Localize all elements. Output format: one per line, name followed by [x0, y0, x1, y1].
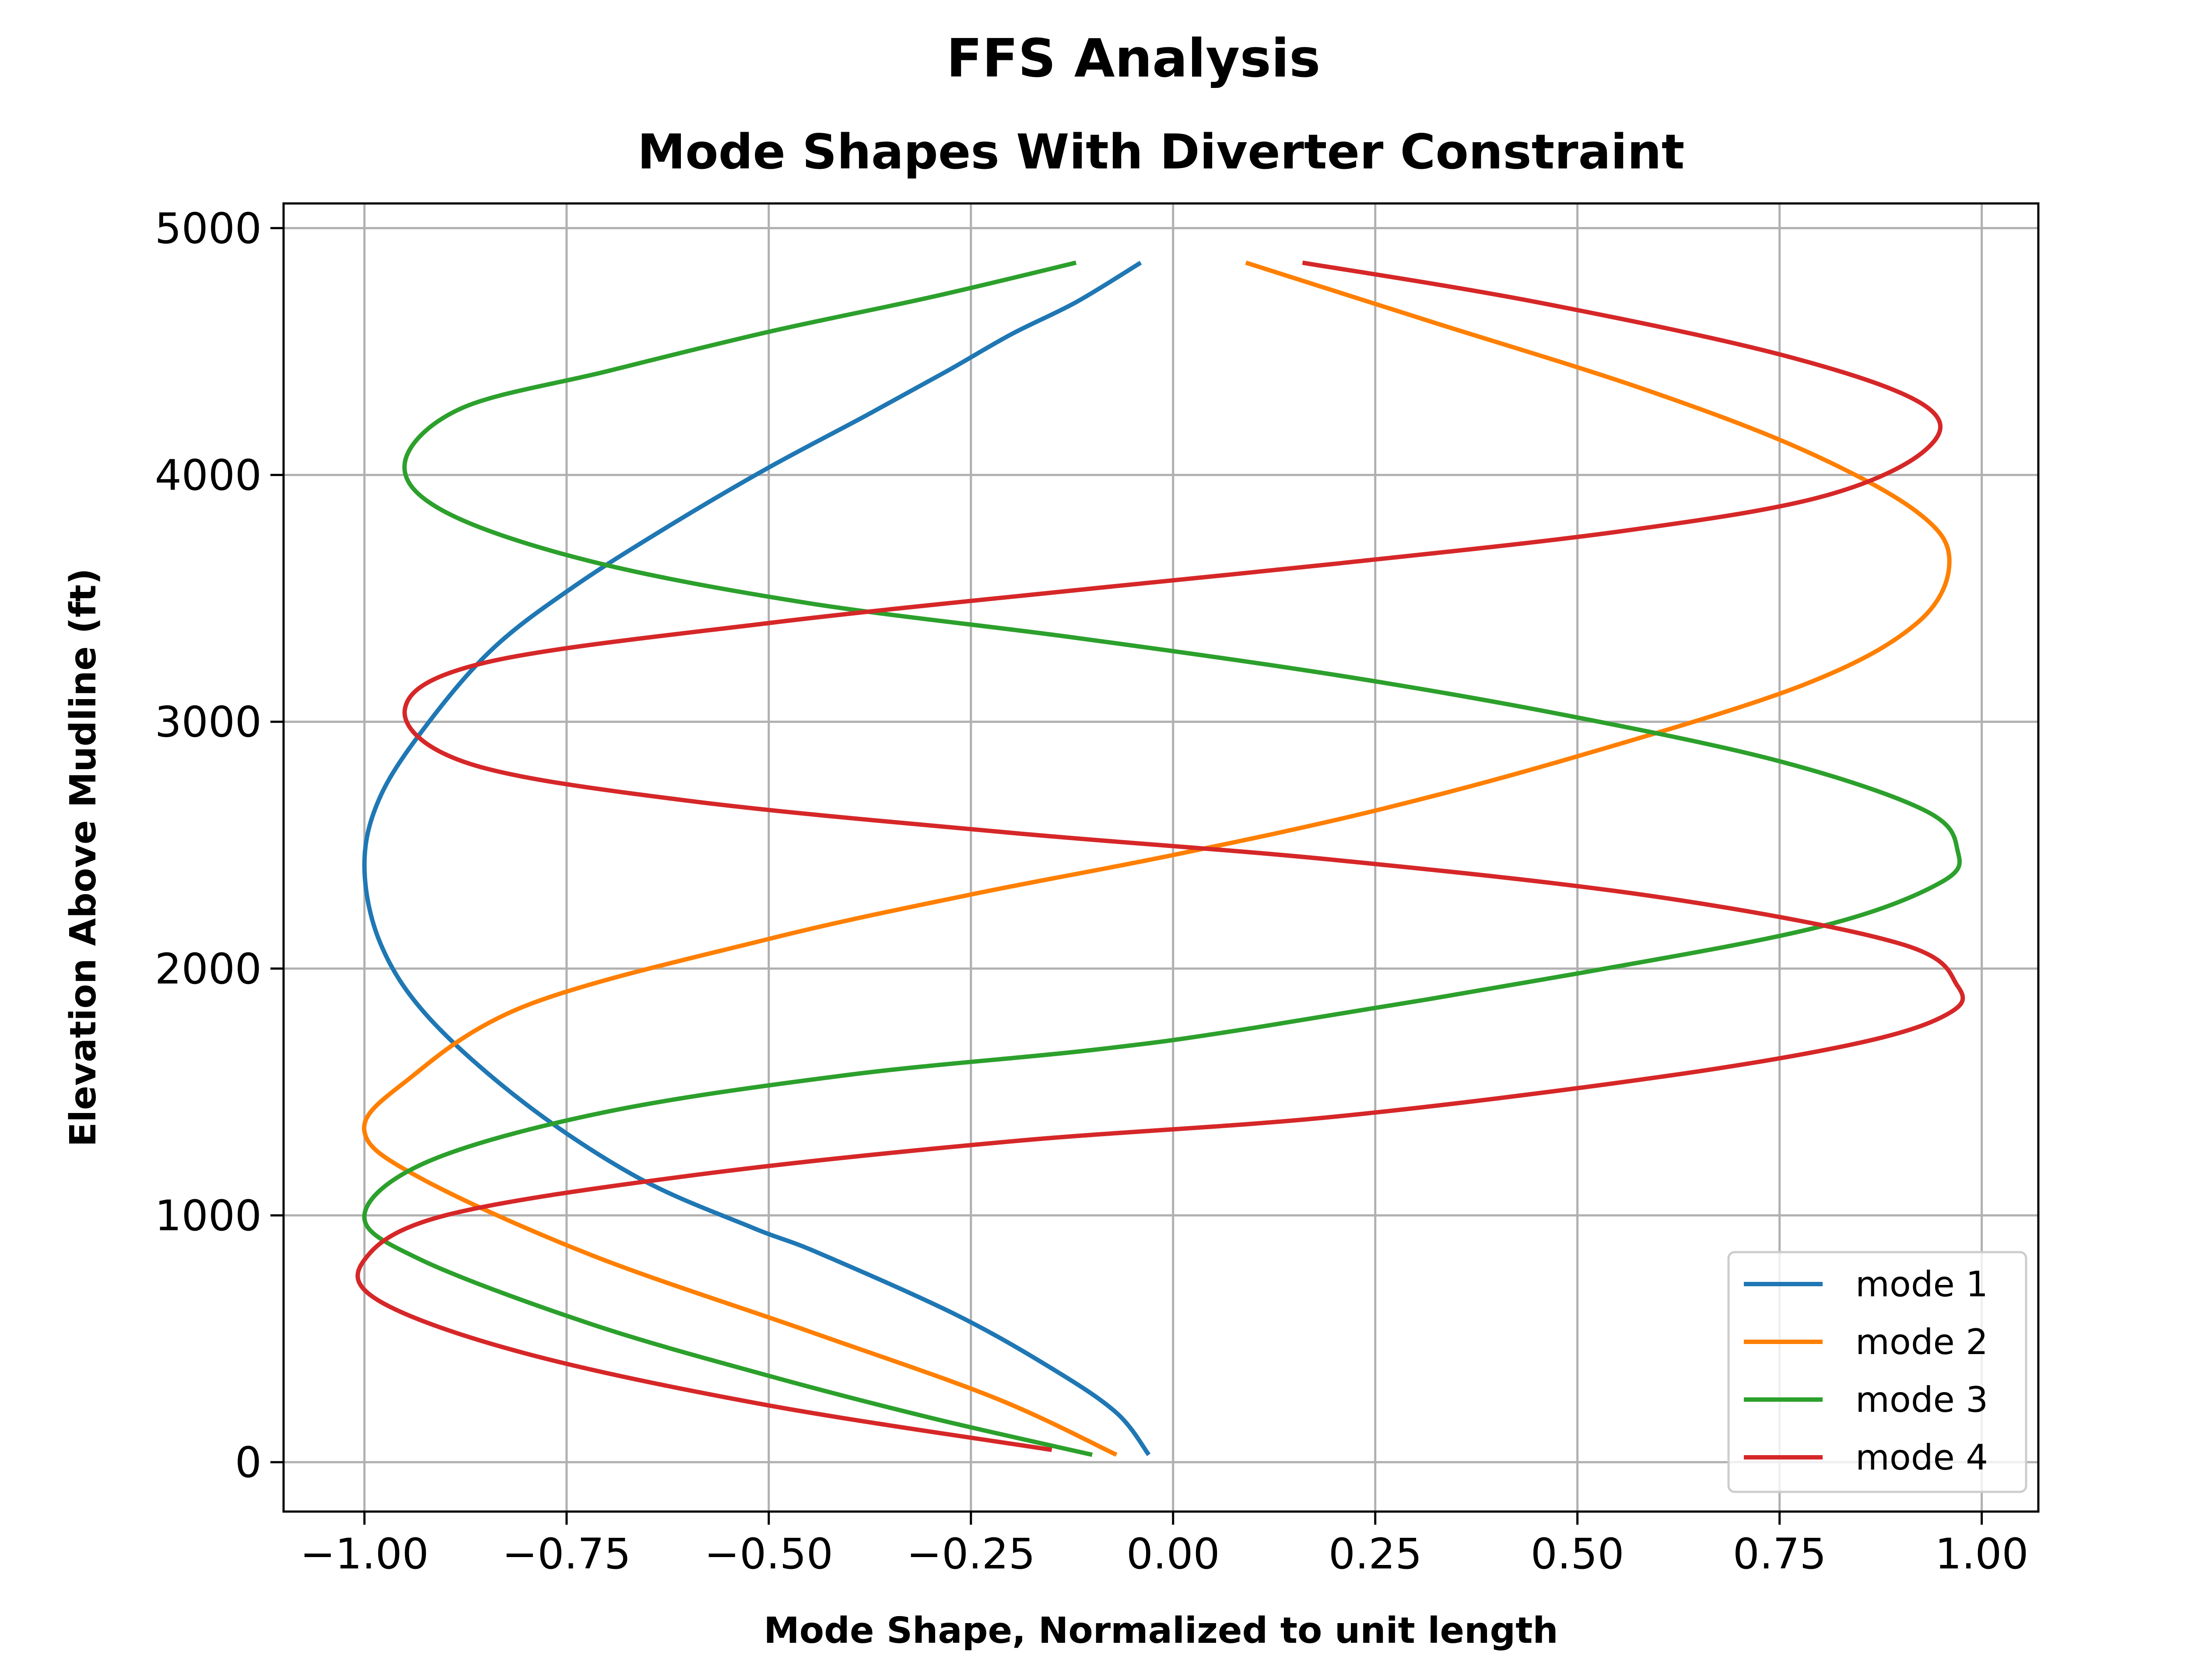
- x-tick-label: 0.50: [1531, 1530, 1624, 1578]
- x-tick-label: −0.75: [502, 1530, 631, 1578]
- x-tick-label: 1.00: [1935, 1530, 2029, 1578]
- legend: mode 1 mode 2 mode 3 mode 4: [1727, 1251, 2027, 1493]
- x-tick-label: −0.50: [705, 1530, 833, 1578]
- y-axis-label: Elevation Above Mudline (ft): [63, 568, 104, 1147]
- x-tick-label: 0.00: [1126, 1530, 1220, 1578]
- y-tick-label: 1000: [155, 1191, 262, 1240]
- y-tick-label: 0: [235, 1438, 262, 1487]
- series-line-mode-1: [362, 261, 1151, 1456]
- x-tick-label: −1.00: [300, 1530, 429, 1578]
- legend-box: [1727, 1251, 2027, 1493]
- figure-suptitle: FFS Analysis: [947, 28, 1321, 89]
- x-tick-label: −0.25: [907, 1530, 1035, 1578]
- x-tick-label: 0.25: [1329, 1530, 1422, 1578]
- legend-label-mode-4: mode 4: [1855, 1437, 1988, 1478]
- y-tick-label: 5000: [155, 204, 262, 253]
- legend-label-mode-2: mode 2: [1855, 1322, 1988, 1362]
- plot-frame: [282, 202, 2040, 1513]
- axis-ticks: −1.00 −0.75 −0.50 −0.25 0.00 0.25 0.50 0.75 1.00…: [155, 204, 2029, 1578]
- series-line-mode-3: [362, 260, 1962, 1457]
- series-line-mode-4: [355, 260, 1965, 1452]
- chart-title: Mode Shapes With Diverter Constraint: [638, 124, 1685, 180]
- series-line-mode-2: [362, 260, 1952, 1457]
- y-tick-label: 2000: [155, 945, 262, 994]
- x-tick-label: 0.75: [1733, 1530, 1827, 1578]
- legend-label-mode-1: mode 1: [1855, 1264, 1988, 1305]
- legend-label-mode-3: mode 3: [1855, 1379, 1988, 1420]
- x-axis-label: Mode Shape, Normalized to unit length: [764, 1610, 1558, 1652]
- y-tick-label: 3000: [155, 698, 262, 747]
- y-tick-label: 4000: [155, 451, 262, 500]
- series-lines: [355, 260, 1965, 1457]
